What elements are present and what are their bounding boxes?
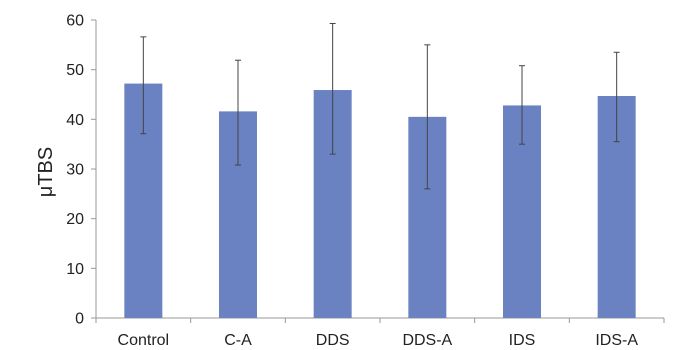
x-tick-label: Control (118, 332, 170, 349)
y-axis-title: μTBS (35, 147, 57, 197)
axes (91, 19, 665, 323)
x-tick-label: DDS-A (402, 332, 452, 349)
x-tick-label: IDS (509, 332, 536, 349)
y-tick-label: 20 (66, 211, 84, 228)
bars (124, 83, 636, 319)
tick-labels: 0 10 20 30 40 50 60 Control C-A DDS DDS-A IDS IDS-A (66, 13, 638, 350)
x-tick-label: IDS-A (595, 332, 638, 349)
y-tick-label: 40 (66, 112, 84, 129)
x-tick-label: C-A (224, 332, 252, 349)
x-tick-label: DDS (316, 332, 350, 349)
y-tick-label: 10 (66, 261, 84, 278)
error-bars (140, 22, 620, 190)
y-tick-label: 30 (66, 162, 84, 179)
y-tick-label: 50 (66, 62, 84, 79)
y-tick-label: 0 (75, 311, 84, 328)
y-tick-label: 60 (66, 13, 84, 30)
